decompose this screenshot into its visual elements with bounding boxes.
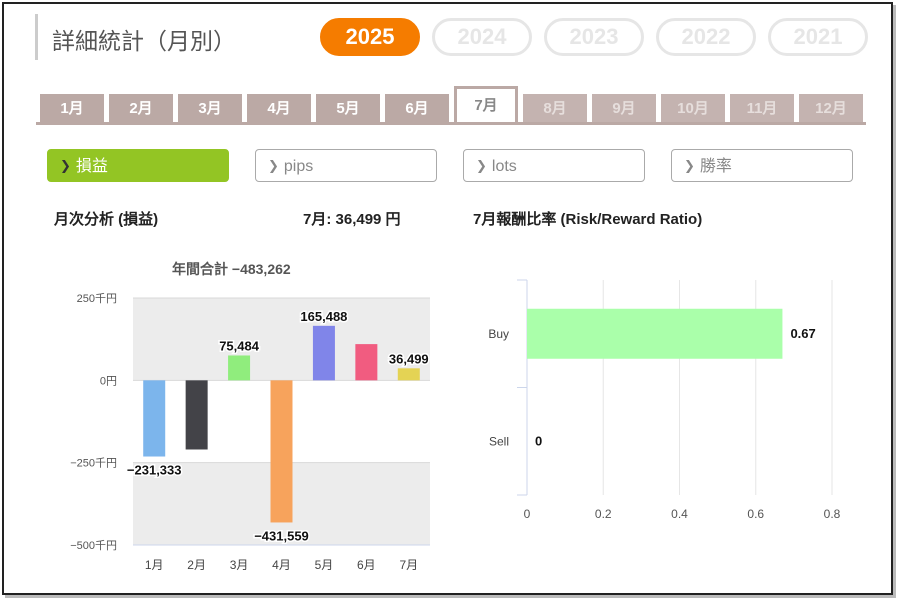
current-month-label: 7月: [303, 211, 332, 228]
tab-month-4[interactable]: 4月 [247, 94, 311, 124]
plot-band [133, 298, 430, 381]
tab-month-9[interactable]: 9月 [592, 94, 656, 124]
monthly-heading: 月次分析 (損益) [54, 211, 159, 228]
bar-7 [397, 368, 420, 381]
year-button-2022[interactable]: 2022 [656, 18, 756, 56]
current-month-amount: 36,499 円 [335, 211, 401, 228]
tab-month-5[interactable]: 5月 [316, 94, 380, 124]
metric-label: 損益 [75, 158, 108, 175]
y-tick-label: 0円 [100, 375, 117, 387]
metric-label: lots [491, 158, 517, 175]
tab-month-12[interactable]: 12月 [799, 94, 863, 124]
tab-month-10[interactable]: 10月 [661, 94, 725, 124]
year-button-2025[interactable]: 2025 [320, 18, 420, 56]
tab-month-6[interactable]: 6月 [385, 94, 449, 124]
x-tick-label: 0.2 [595, 507, 612, 521]
y-tick-label: −500千円 [70, 539, 117, 552]
metric-button-lots[interactable]: ❯ lots [463, 149, 645, 182]
y-tick-label: Sell [489, 434, 509, 448]
x-tick-label: 5月 [315, 558, 334, 572]
month-tabs: 1月 2月 3月 4月 5月 6月 7月 8月 9月 10月 11月 12月 [36, 84, 866, 124]
metric-button-profit[interactable]: ❯ 損益 [47, 149, 229, 182]
bar-2 [185, 380, 208, 450]
data-label: 75,484 [219, 338, 260, 353]
chevron-right-icon: ❯ [476, 158, 487, 173]
metric-label: pips [283, 158, 314, 175]
x-tick-label: 6月 [357, 558, 376, 572]
x-tick-label: 4月 [272, 558, 291, 572]
bar-5 [312, 325, 335, 381]
ratio-heading: 7月報酬比率 (Risk/Reward Ratio) [473, 211, 703, 228]
monthly-bar-chart: 250千円 0円 −250千円 −500千円 1月 −231,333 2月 3月 75,484 4… [70, 292, 430, 572]
tab-month-7[interactable]: 7月 [454, 86, 518, 124]
data-label: 36,499 [389, 351, 429, 366]
current-month-value: 7月: 36,499 円 [303, 208, 401, 229]
tab-baseline [36, 122, 866, 125]
data-label: 0 [535, 433, 542, 448]
chevron-right-icon: ❯ [60, 158, 71, 173]
metric-button-winrate[interactable]: ❯ 勝率 [671, 149, 853, 182]
x-tick-label: 0.8 [824, 507, 841, 521]
y-tick-label: 250千円 [77, 292, 117, 305]
x-tick-label: 7月 [399, 558, 418, 572]
tab-month-11[interactable]: 11月 [730, 94, 794, 124]
bar-1 [143, 380, 166, 457]
ratio-bar-chart: 0 0.2 0.4 0.6 0.8 Buy 0.67 Sell 0 [488, 279, 841, 521]
x-tick-label: 0.4 [671, 507, 688, 521]
tab-month-2[interactable]: 2月 [109, 94, 173, 124]
year-button-2024[interactable]: 2024 [432, 18, 532, 56]
bar-6 [355, 344, 378, 381]
data-label: −231,333 [127, 463, 182, 478]
x-tick-label: 0 [524, 507, 531, 521]
tab-month-8[interactable]: 8月 [523, 94, 587, 124]
metric-label: 勝率 [699, 158, 732, 175]
year-button-2021[interactable]: 2021 [768, 18, 868, 56]
x-tick-label: 0.6 [747, 507, 764, 521]
x-tick-label: 3月 [230, 558, 249, 572]
page-title: 詳細統計（月別） [52, 29, 236, 55]
data-label: −431,559 [254, 528, 309, 543]
bar-3 [228, 355, 251, 381]
bar-buy [527, 308, 783, 359]
data-label: 0.67 [790, 326, 815, 341]
annual-total: 年間合計 −483,262 [172, 261, 291, 277]
y-tick-label: −250千円 [70, 457, 117, 470]
chevron-right-icon: ❯ [268, 158, 279, 173]
metric-button-pips[interactable]: ❯ pips [255, 149, 437, 182]
tab-month-3[interactable]: 3月 [178, 94, 242, 124]
data-label: 165,488 [300, 309, 347, 324]
year-button-2023[interactable]: 2023 [544, 18, 644, 56]
bar-4 [270, 380, 293, 523]
x-tick-label: 1月 [145, 558, 164, 572]
title-bar: 詳細統計（月別） [35, 14, 275, 60]
chevron-right-icon: ❯ [684, 158, 695, 173]
x-tick-label: 2月 [187, 558, 206, 572]
y-tick-label: Buy [488, 327, 509, 341]
tab-month-1[interactable]: 1月 [40, 94, 104, 124]
